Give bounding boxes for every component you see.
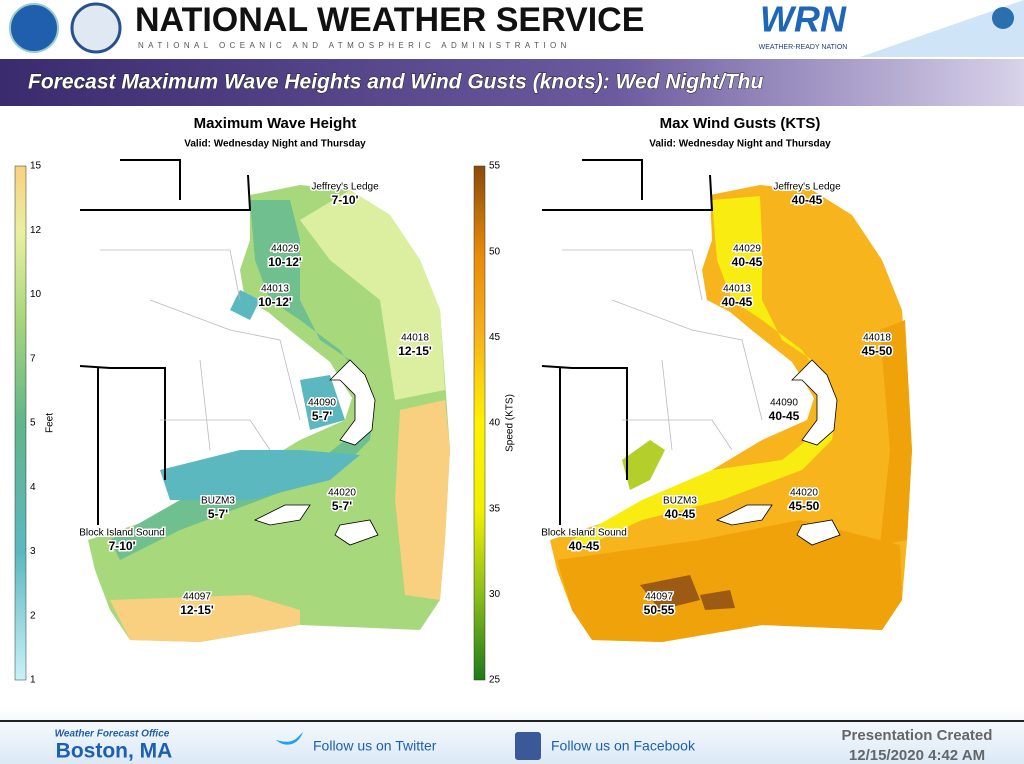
station-range: 50-55 [644, 603, 675, 617]
facebook-link[interactable]: Follow us on Facebook [551, 738, 696, 754]
facebook-icon [515, 732, 541, 760]
station-name: 44029 [733, 244, 761, 255]
station-name: 44013 [723, 284, 751, 295]
office-name: Boston, MA [56, 740, 173, 763]
header: NATIONAL WEATHER SERVICE NATIONAL OCEANI… [9, 0, 1024, 57]
legend-tick-label: 4 [30, 482, 36, 493]
station-range: 45-50 [862, 344, 893, 358]
station-range: 40-45 [665, 507, 696, 521]
doc-logo [992, 7, 1014, 29]
legend-label: Speed (KTS) [505, 394, 516, 452]
header-title: NATIONAL WEATHER SERVICE [135, 1, 644, 39]
noaa-logo [9, 3, 59, 53]
twitter-icon [276, 732, 303, 745]
legend-tick-label: 45 [489, 332, 501, 343]
station-name: 44018 [863, 333, 891, 344]
legend-tick-label: 25 [489, 675, 501, 686]
station-name: BUZM3 [201, 496, 235, 507]
legend-tick-label: 15 [30, 161, 42, 172]
station-range: 5-7' [332, 499, 352, 513]
legend-tick-label: 50 [489, 246, 501, 257]
station-name: 44018 [401, 333, 429, 344]
created-label: Presentation Created [842, 727, 993, 744]
legend-tick-label: 12 [30, 225, 42, 236]
twitter-link[interactable]: Follow us on Twitter [313, 738, 437, 754]
station-name: Block Island Sound [79, 528, 165, 539]
wave-map [14, 159, 450, 681]
station-name: 44090 [308, 398, 336, 409]
station-range: 40-45 [569, 539, 600, 553]
header-swoosh [860, 0, 1024, 57]
legend-tick-label: 40 [489, 418, 501, 429]
station-range: 45-50 [789, 499, 820, 513]
legend-tick-label: 10 [30, 289, 42, 300]
panel-valid: Valid: Wednesday Night and Thursday [184, 139, 366, 150]
legend-tick-label: 5 [30, 418, 36, 429]
banner-bg [0, 59, 1024, 106]
wrn-caption: WEATHER-READY NATION [759, 44, 848, 51]
station-name: Jeffrey's Ledge [773, 182, 841, 193]
panel-valid: Valid: Wednesday Night and Thursday [649, 139, 831, 150]
station-range: 7-10' [109, 539, 136, 553]
station-name: Jeffrey's Ledge [311, 182, 379, 193]
office-label: Weather Forecast Office [55, 729, 170, 740]
legend-tick-label: 35 [489, 503, 501, 514]
banner-title: Forecast Maximum Wave Heights and Wind G… [28, 71, 763, 94]
legend-tick-label: 30 [489, 589, 501, 600]
station-name: BUZM3 [663, 496, 697, 507]
station-name: 44097 [645, 592, 673, 603]
station-name: 44020 [790, 488, 818, 499]
wrn-logo: WRN [760, 0, 847, 40]
station-range: 40-45 [732, 255, 763, 269]
legend-tick-label: 2 [30, 610, 36, 621]
station-range: 7-10' [332, 193, 359, 207]
created-date: 12/15/2020 4:42 AM [849, 747, 985, 764]
station-range: 40-45 [722, 295, 753, 309]
nws-logo [70, 2, 122, 54]
station-range: 10-12' [268, 255, 302, 269]
station-name: 44090 [770, 398, 798, 409]
station-range: 12-15' [180, 603, 214, 617]
legend-tick-label: 3 [30, 546, 36, 557]
footer-bg [0, 705, 1024, 764]
legend-tick-label: 55 [489, 161, 501, 172]
wind-map [473, 159, 912, 681]
header-subtitle: NATIONAL OCEANIC AND ATMOSPHERIC ADMINIS… [138, 41, 571, 50]
panel-title: Maximum Wave Height [194, 115, 357, 132]
station-name: 44013 [261, 284, 289, 295]
station-range: 12-15' [398, 344, 432, 358]
station-range: 5-7' [208, 507, 228, 521]
station-range: 5-7' [312, 409, 332, 423]
station-range: 10-12' [258, 295, 292, 309]
legend-tick-label: 1 [30, 675, 36, 686]
station-range: 40-45 [769, 409, 800, 423]
station-range: 40-45 [792, 193, 823, 207]
station-name: 44097 [183, 592, 211, 603]
legend-label: Feet [45, 413, 56, 433]
station-name: Block Island Sound [541, 528, 627, 539]
panel-title: Max Wind Gusts (KTS) [660, 115, 821, 132]
legend-tick-label: 7 [30, 353, 36, 364]
station-name: 44020 [328, 488, 356, 499]
station-name: 44029 [271, 244, 299, 255]
